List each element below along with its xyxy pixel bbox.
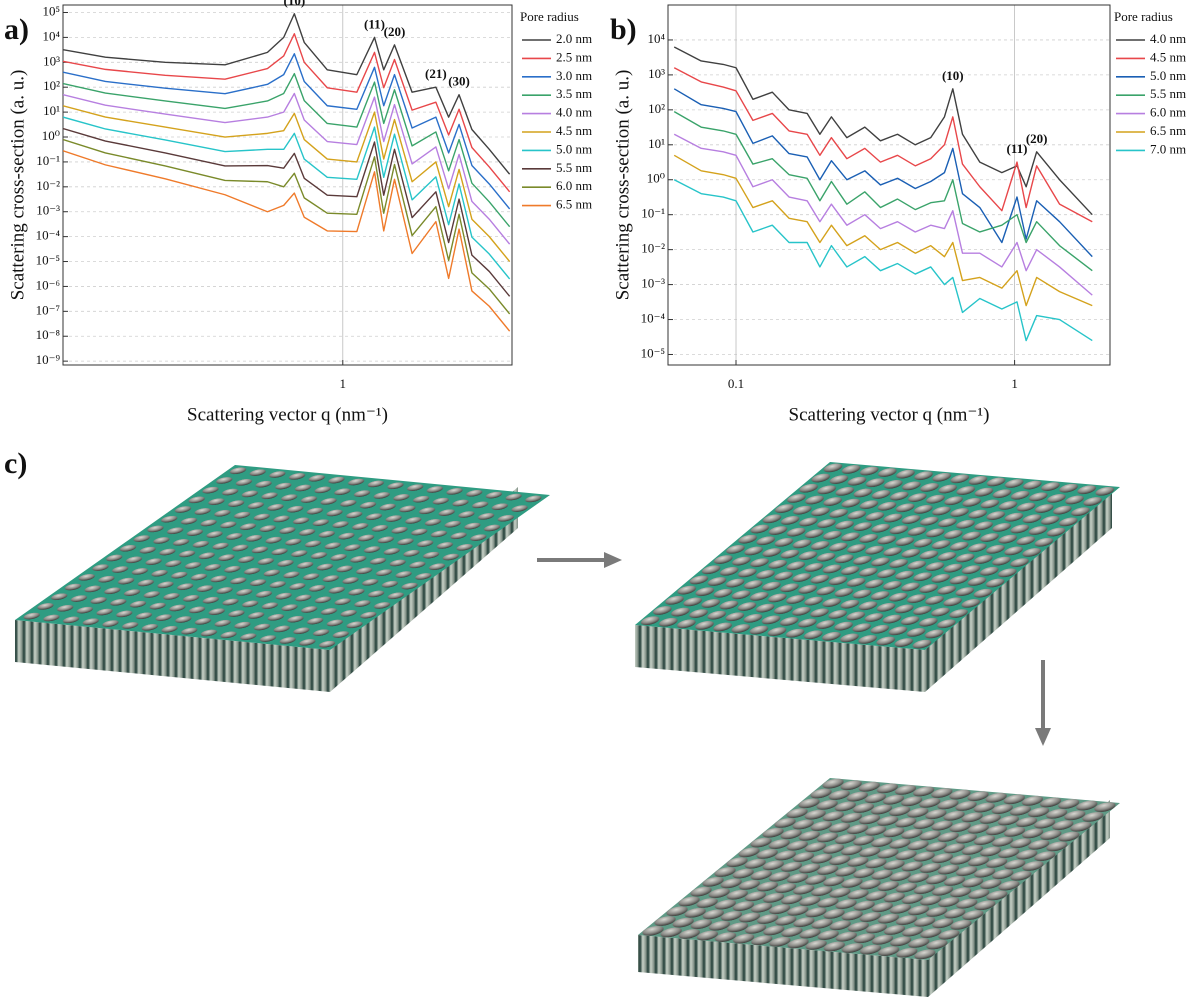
series-line [63,72,511,228]
peak-label: (10) [942,68,964,83]
series-line [63,13,511,175]
membrane-side [15,620,330,692]
y-tick-label: 10⁻⁶ [36,277,60,292]
x-tick-label: 1 [340,376,347,391]
panel-label: b) [610,13,637,46]
series-line [63,92,511,245]
y-tick-label: 10² [648,101,665,116]
plot-frame [667,4,1111,366]
y-tick-label: 10⁻⁴ [36,228,61,243]
membrane-top [638,778,1121,960]
legend-label: 4.0 nm [556,105,592,120]
y-axis-label: Scattering cross-section (a. u.) [612,70,633,301]
legend-label: 7.0 nm [1150,141,1186,156]
y-tick-label: 10³ [648,66,665,81]
peak-label: (11) [364,16,385,31]
x-tick-label: 1 [1011,376,1018,391]
y-tick-label: 10¹ [648,136,665,151]
series-group [673,46,1093,342]
chart: 10⁻⁵ 10⁻⁴ 10⁻³ 10⁻² 10⁻¹ 10⁰ 10¹ 10² 10³ 10⁴ 0.1 1 4… [612,4,1186,425]
peak-label: (20) [1026,131,1048,146]
series-line [63,138,511,315]
membrane-side [928,800,1110,997]
y-tick-label: 10⁰ [42,128,60,143]
y-tick-label: 10⁻³ [36,203,60,218]
legend-label: 5.5 nm [1150,86,1186,101]
legend-label: 3.0 nm [556,68,592,83]
y-tick-label: 10⁻¹ [36,153,60,168]
series-line [673,111,1093,272]
y-tick-label: 10³ [43,53,60,68]
series-line [63,33,511,193]
y-tick-label: 10⁻⁸ [36,327,61,342]
x-axis-label: Scattering vector q (nm⁻¹) [187,404,388,425]
y-tick-label: 10⁵ [42,3,60,18]
y-tick-label: 10⁻³ [641,276,665,291]
legend-label: 4.5 nm [1150,49,1186,64]
panel-label: c) [4,447,27,480]
membrane-small-pores [15,465,551,692]
peak-label: (30) [448,74,470,89]
series-line [63,150,511,332]
y-tick-label: 10¹ [43,103,60,118]
legend-label: 5.5 nm [556,160,592,175]
y-tick-label: 10⁴ [42,28,60,43]
legend-label: 6.5 nm [1150,123,1186,138]
peak-label: (20) [384,24,406,39]
series-line [63,105,511,262]
arrow [1035,660,1051,746]
plot-frame [62,4,513,366]
panel-label: a) [4,13,29,46]
peak-label: (11) [1007,141,1028,156]
y-tick-label: 10⁻⁵ [36,253,60,268]
y-tick-label: 10⁻² [641,241,665,256]
series-line [673,154,1093,307]
legend-label: 2.5 nm [556,49,592,64]
x-axis-label: Scattering vector q (nm⁻¹) [789,404,990,425]
y-axis-label: Scattering cross-section (a. u.) [7,70,28,301]
y-tick-label: 10⁻⁷ [36,302,60,317]
series-line [673,88,1093,258]
series-line [673,67,1093,223]
legend-label: 6.5 nm [556,197,592,212]
peak-label: (10) [284,0,306,8]
membrane-side [635,625,925,692]
y-tick-label: 10⁴ [647,31,665,46]
series-group [63,13,511,332]
arrow [537,552,622,568]
series-line [673,179,1093,342]
legend-label: 2.0 nm [556,31,592,46]
series-line [63,127,511,297]
membrane-top [635,462,1121,650]
membrane-top [15,465,551,651]
legend-label: 6.0 nm [556,178,592,193]
y-tick-label: 10⁻⁵ [641,345,665,360]
legend-title: Pore radius [1114,9,1173,24]
legend-label: 5.0 nm [556,141,592,156]
membrane-side [925,487,1112,692]
legend-label: 4.5 nm [556,123,592,138]
legend-label: 4.0 nm [1150,31,1186,46]
chart: 10⁻⁹ 10⁻⁸ 10⁻⁷ 10⁻⁶ 10⁻⁵ 10⁻⁴ 10⁻³ 10⁻² 10⁻¹ 10⁰ 1… [7,0,592,425]
peak-label: (21) [425,66,447,81]
membrane-side [638,935,928,997]
x-tick-label: 0.1 [728,376,744,391]
y-tick-label: 10⁻⁴ [641,311,666,326]
y-tick-label: 10⁻² [36,178,60,193]
y-tick-label: 10⁰ [647,171,665,186]
series-line [673,46,1093,216]
legend-label: 3.5 nm [556,86,592,101]
membrane-medium-pores [635,462,1121,692]
membrane-large-pores [638,778,1121,997]
series-line [63,53,511,210]
legend-label: 6.0 nm [1150,105,1186,120]
y-tick-label: 10⁻¹ [641,206,665,221]
y-tick-label: 10² [43,78,60,93]
series-line [673,133,1093,296]
y-tick-label: 10⁻⁹ [36,352,61,367]
legend-title: Pore radius [520,9,579,24]
series-line [63,116,511,280]
legend-label: 5.0 nm [1150,68,1186,83]
